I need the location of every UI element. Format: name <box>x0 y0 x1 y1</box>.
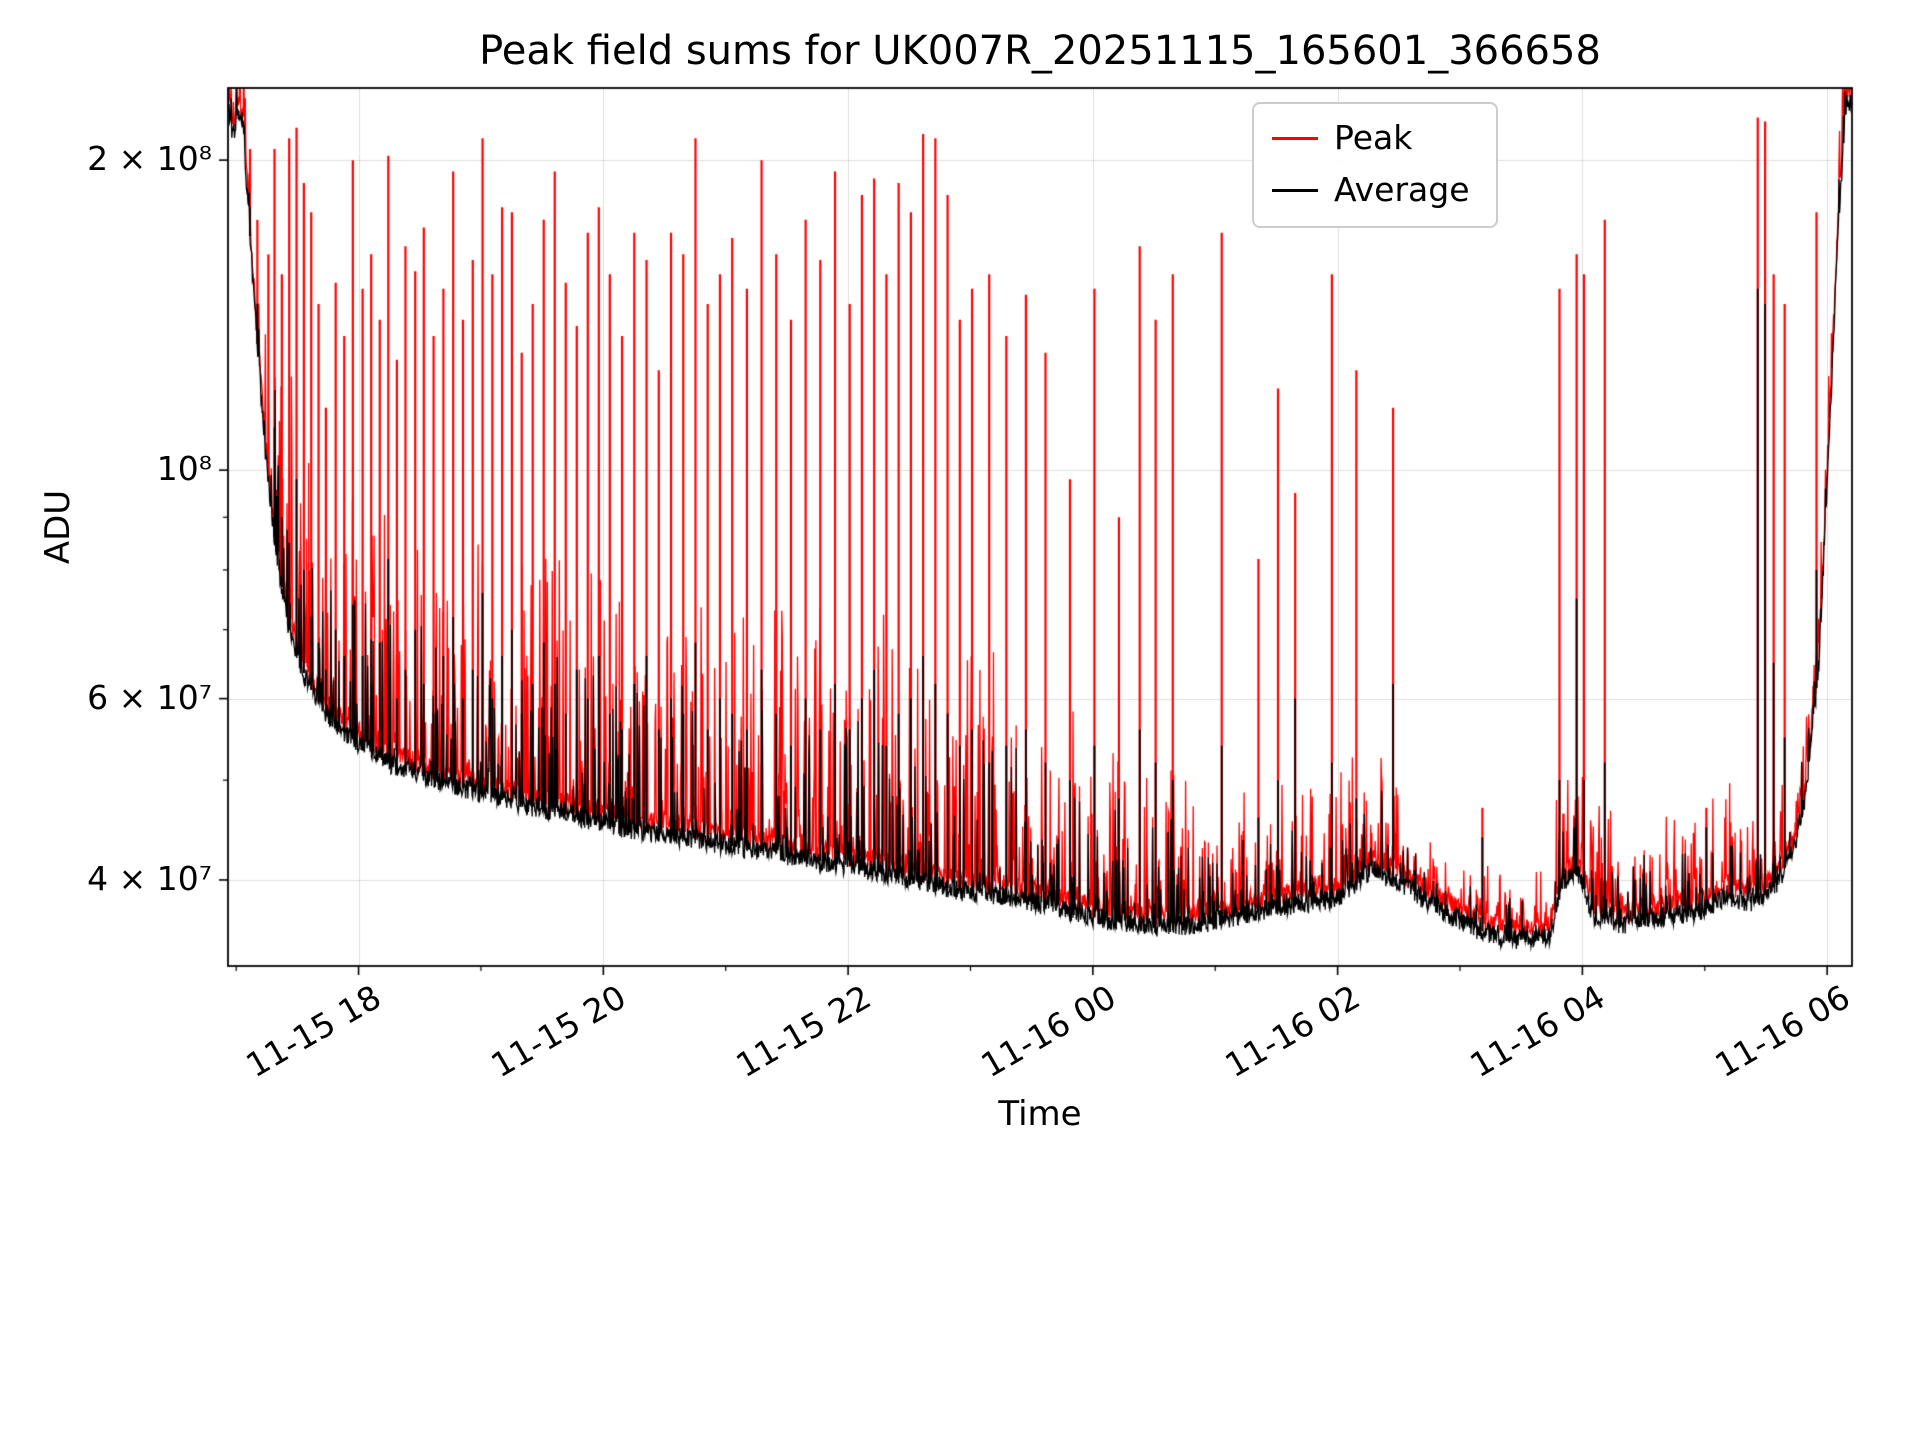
legend-label-peak: Peak <box>1334 118 1413 157</box>
legend: Peak Average <box>1252 102 1498 228</box>
chart-title: Peak field sums for UK007R_20251115_1656… <box>479 28 1601 74</box>
y-axis-label: ADU <box>38 489 78 565</box>
x-axis-label: Time <box>998 1094 1082 1134</box>
average-line-swatch-icon <box>1272 188 1318 192</box>
legend-item-peak: Peak <box>1272 116 1470 160</box>
legend-item-average: Average <box>1272 168 1470 212</box>
peak-line-swatch-icon <box>1272 136 1318 140</box>
legend-label-average: Average <box>1334 170 1470 209</box>
